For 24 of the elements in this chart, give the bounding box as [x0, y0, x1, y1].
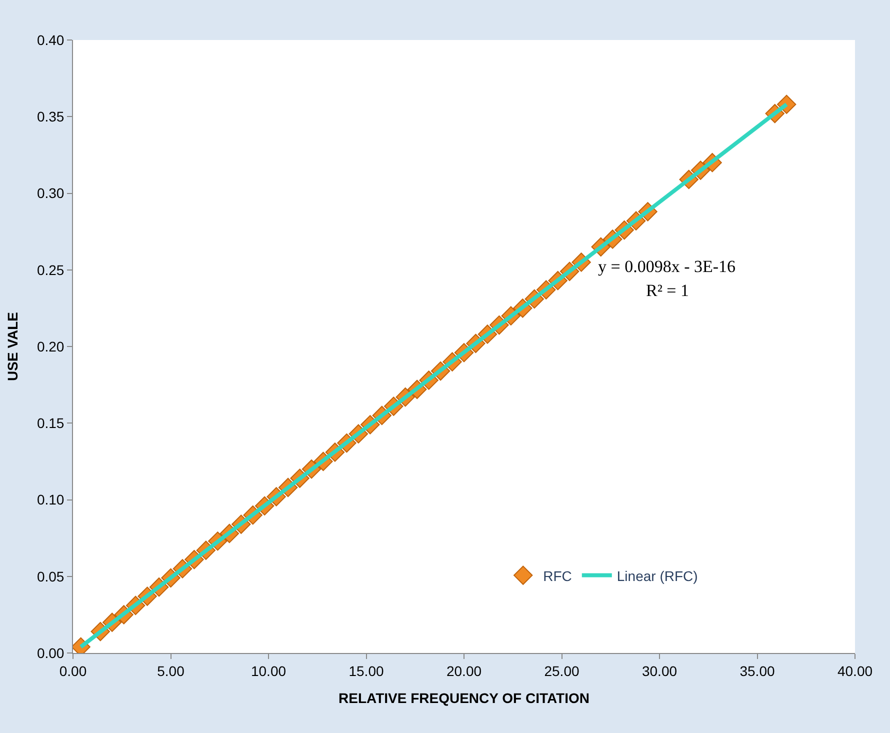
annotation: R² = 1: [646, 281, 690, 300]
x-tick-label: 35.00: [740, 662, 775, 679]
legend-label: Linear (RFC): [616, 568, 698, 584]
x-tick-label: 15.00: [348, 662, 384, 679]
x-tick-label: 10.00: [250, 662, 286, 679]
y-tick-label: 0.30: [36, 185, 64, 202]
x-axis-title: RELATIVE FREQUENCY OF CITATION: [338, 690, 590, 706]
x-tick-label: 5.00: [157, 662, 185, 679]
y-tick-label: 0.25: [36, 262, 64, 278]
x-tick-label: 40.00: [837, 662, 873, 679]
y-tick-label: 0.35: [36, 108, 64, 125]
y-tick-label: 0.00: [36, 644, 64, 661]
y-tick-label: 0.05: [36, 568, 64, 584]
legend-label: RFC: [543, 568, 572, 584]
y-tick-label: 0.40: [36, 32, 64, 48]
x-tick-label: 0.00: [59, 662, 87, 679]
y-tick-label: 0.15: [36, 415, 64, 432]
y-axis-title: USE VALE: [4, 312, 21, 381]
y-tick-label: 0.20: [36, 338, 64, 354]
x-tick-label: 30.00: [642, 662, 678, 679]
annotation: y = 0.0098x - 3E-16: [598, 257, 736, 276]
x-tick-label: 25.00: [544, 662, 580, 679]
y-tick-label: 0.10: [36, 492, 64, 508]
x-tick-label: 20.00: [446, 662, 482, 679]
